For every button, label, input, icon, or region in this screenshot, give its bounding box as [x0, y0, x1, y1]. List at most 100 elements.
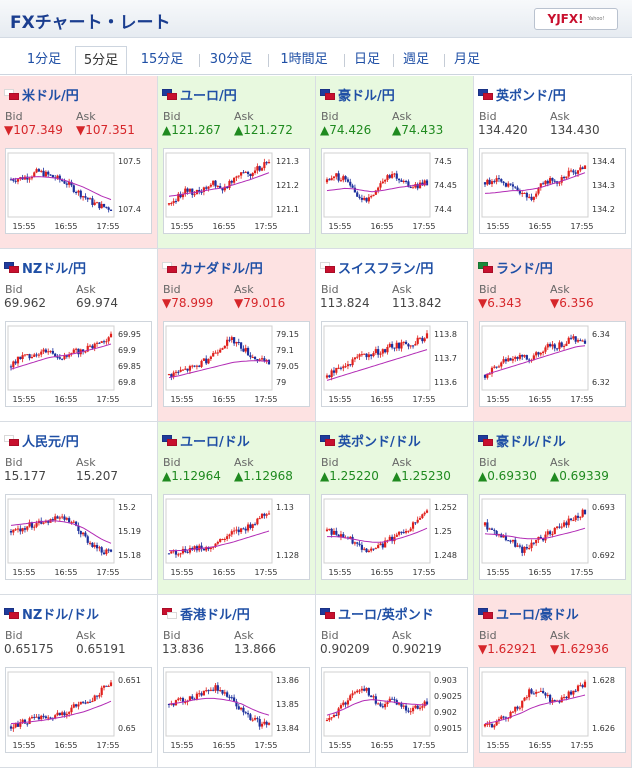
pair-header[interactable]: スイスフラン/円 [320, 257, 434, 277]
pair-header[interactable]: 人民元/円 [4, 430, 79, 450]
candle-body [332, 530, 336, 535]
pair-header[interactable]: 豪ドル/ドル [478, 430, 566, 450]
candlestick-chart[interactable]: 0.693 0.692 15:55 16:55 17:55 [479, 494, 626, 580]
pair-header[interactable]: 米ドル/円 [4, 84, 79, 104]
tab-2[interactable]: 5分足 [75, 46, 127, 74]
candle-body [349, 364, 352, 366]
y-tick-label: 0.902 [434, 708, 457, 717]
candlestick-chart[interactable]: 107.5 107.4 15:55 16:55 17:55 [5, 148, 152, 234]
candlestick-chart[interactable]: 113.8 113.7 113.6 15:55 16:55 17:55 [321, 321, 468, 407]
candle-body [63, 516, 66, 520]
tab-8[interactable]: 月足 [453, 52, 480, 67]
pair-name[interactable]: 英ポンド/円 [496, 89, 566, 104]
pair-name[interactable]: 豪ドル/円 [338, 89, 395, 104]
candlestick-chart[interactable]: 74.5 74.45 74.4 15:55 16:55 17:55 [321, 148, 468, 234]
candlestick-chart[interactable]: 6.34 6.32 15:55 16:55 17:55 [479, 321, 626, 407]
pair-name[interactable]: 人民元/円 [22, 435, 79, 450]
moving-average-line [327, 527, 428, 543]
currency-card[interactable]: 米ドル/円 Bid Ask ▼107.349 ▼107.351 107.5 107.4 15:… [0, 76, 158, 249]
candle-body [356, 356, 359, 358]
candle-body [105, 206, 108, 208]
pair-header[interactable]: ランド/円 [478, 257, 553, 277]
pair-name[interactable]: NZドル/円 [22, 262, 87, 277]
candlestick-chart[interactable]: 134.4 134.3 134.2 15:55 16:55 17:55 [479, 148, 626, 234]
candle-body [88, 542, 92, 544]
candlestick-chart[interactable]: 0.651 0.65 15:55 16:55 17:55 [5, 667, 152, 753]
tab-4[interactable]: 30分足 [209, 52, 253, 67]
pair-name[interactable]: 英ポンド/ドル [338, 435, 421, 450]
yjfx-logo[interactable]: YJFX! Yahoo! [534, 8, 618, 30]
candlestick-chart[interactable]: 1.13 1.128 15:55 16:55 17:55 [163, 494, 310, 580]
candle-body [72, 349, 75, 353]
candle-body [235, 176, 238, 178]
candle-body [377, 545, 380, 549]
candle-body [579, 516, 582, 518]
pair-header[interactable]: 英ポンド/ドル [320, 430, 421, 450]
pair-header[interactable]: 豪ドル/円 [320, 84, 395, 104]
candlestick-chart[interactable]: 1.628 1.626 15:55 16:55 17:55 [479, 667, 626, 753]
candle-body [353, 357, 357, 360]
candle-body [576, 685, 580, 691]
pair-name[interactable]: ユーロ/豪ドル [496, 608, 579, 623]
pair-header[interactable]: NZドル/ドル [4, 603, 100, 623]
currency-card[interactable]: 英ポンド/ドル Bid Ask ▲1.25220 ▲1.25230 1.252 1.25 1.… [316, 422, 474, 595]
pair-name[interactable]: 豪ドル/ドル [496, 435, 566, 450]
tab-5[interactable]: 1時間足 [280, 52, 328, 67]
currency-card[interactable]: 香港ドル/円 Bid Ask 13.836 13.866 13.86 13.85 13.84 1… [158, 595, 316, 768]
candle-body [221, 188, 224, 191]
tab-3[interactable]: 15分足 [140, 52, 184, 67]
currency-card[interactable]: 豪ドル/円 Bid Ask ▲74.426 ▲74.433 74.5 74.45 74.4 15… [316, 76, 474, 249]
pair-name[interactable]: 米ドル/円 [22, 89, 79, 104]
currency-card[interactable]: 人民元/円 Bid Ask 15.177 15.207 15.2 15.19 15.18 15:… [0, 422, 158, 595]
bid-value: ▼78.999 [162, 296, 214, 310]
candle-body [44, 716, 47, 719]
currency-card[interactable]: 英ポンド/円 Bid Ask 134.420 134.430 134.4 134.3 134.… [474, 76, 632, 249]
currency-card[interactable]: ユーロ/ドル Bid Ask ▲1.12964 ▲1.12968 1.13 1.128 15:… [158, 422, 316, 595]
currency-card[interactable]: NZドル/円 Bid Ask 69.962 69.974 69.95 69.9 69.85 69… [0, 249, 158, 422]
pair-header[interactable]: 香港ドル/円 [162, 603, 250, 623]
pair-name[interactable]: カナダドル/円 [180, 262, 263, 277]
pair-name[interactable]: 香港ドル/円 [180, 608, 250, 623]
pair-header[interactable]: ユーロ/英ポンド [320, 603, 434, 623]
pair-header[interactable]: カナダドル/円 [162, 257, 263, 277]
pair-header[interactable]: NZドル/円 [4, 257, 87, 277]
currency-card[interactable]: ユーロ/英ポンド Bid Ask 0.90209 0.90219 0.903 0.9025 0… [316, 595, 474, 768]
currency-card[interactable]: スイスフラン/円 Bid Ask 113.824 113.842 113.8 113.7 11… [316, 249, 474, 422]
pair-header[interactable]: ユーロ/ドル [162, 430, 250, 450]
bid-label: Bid [321, 629, 339, 642]
currency-card[interactable]: ユーロ/豪ドル Bid Ask ▼1.62921 ▼1.62936 1.628 1.626 1… [474, 595, 632, 768]
currency-card[interactable]: カナダドル/円 Bid Ask ▼78.999 ▼79.016 79.15 79.1 79.0… [158, 249, 316, 422]
candle-body [395, 173, 398, 179]
currency-card[interactable]: NZドル/ドル Bid Ask 0.65175 0.65191 0.651 0.65 15:5… [0, 595, 158, 768]
candle-body [339, 180, 343, 182]
candle-body [63, 181, 66, 184]
pair-name[interactable]: ユーロ/ドル [180, 435, 250, 450]
pair-name[interactable]: NZドル/ドル [22, 608, 100, 623]
candlestick-chart[interactable]: 15.2 15.19 15.18 15:55 16:55 17:55 [5, 494, 152, 580]
candle-body [374, 190, 377, 195]
candle-body [544, 693, 547, 696]
candlestick-chart[interactable]: 69.95 69.9 69.85 69.8 15:55 16:55 17:55 [5, 321, 152, 407]
pair-name[interactable]: ユーロ/円 [180, 89, 237, 104]
currency-card[interactable]: ユーロ/円 Bid Ask ▲121.267 ▲121.272 121.3 121.2 121… [158, 76, 316, 249]
candlestick-chart[interactable]: 121.3 121.2 121.1 15:55 16:55 17:55 [163, 148, 310, 234]
currency-card[interactable]: ランド/円 Bid Ask ▼6.343 ▼6.356 6.34 6.32 15:55 16:5… [474, 249, 632, 422]
pair-header[interactable]: ユーロ/円 [162, 84, 237, 104]
pair-header[interactable]: ユーロ/豪ドル [478, 603, 579, 623]
candlestick-chart[interactable]: 13.86 13.85 13.84 15:55 16:55 17:55 [163, 667, 310, 753]
pair-name[interactable]: ユーロ/英ポンド [338, 608, 434, 623]
pair-name[interactable]: スイスフラン/円 [338, 262, 434, 277]
candle-body [381, 181, 384, 184]
tab-7[interactable]: 週足 [402, 52, 429, 67]
currency-card[interactable]: 豪ドル/ドル Bid Ask ▲0.69330 ▲0.69339 0.693 0.692 15… [474, 422, 632, 595]
candle-body [58, 357, 61, 359]
candlestick-chart[interactable]: 79.15 79.1 79.05 79 15:55 16:55 17:55 [163, 321, 310, 407]
candlestick-chart[interactable]: 0.903 0.9025 0.902 0.9015 15:55 16:55 17:55 [321, 667, 468, 753]
pair-name[interactable]: ランド/円 [496, 262, 553, 277]
candlestick-chart[interactable]: 1.252 1.25 1.248 15:55 16:55 17:55 [321, 494, 468, 580]
tab-1[interactable]: 1分足 [26, 52, 62, 67]
tab-6[interactable]: 日足 [353, 52, 380, 67]
candle-body [379, 703, 382, 707]
pair-header[interactable]: 英ポンド/円 [478, 84, 566, 104]
flag-icon [4, 608, 19, 619]
